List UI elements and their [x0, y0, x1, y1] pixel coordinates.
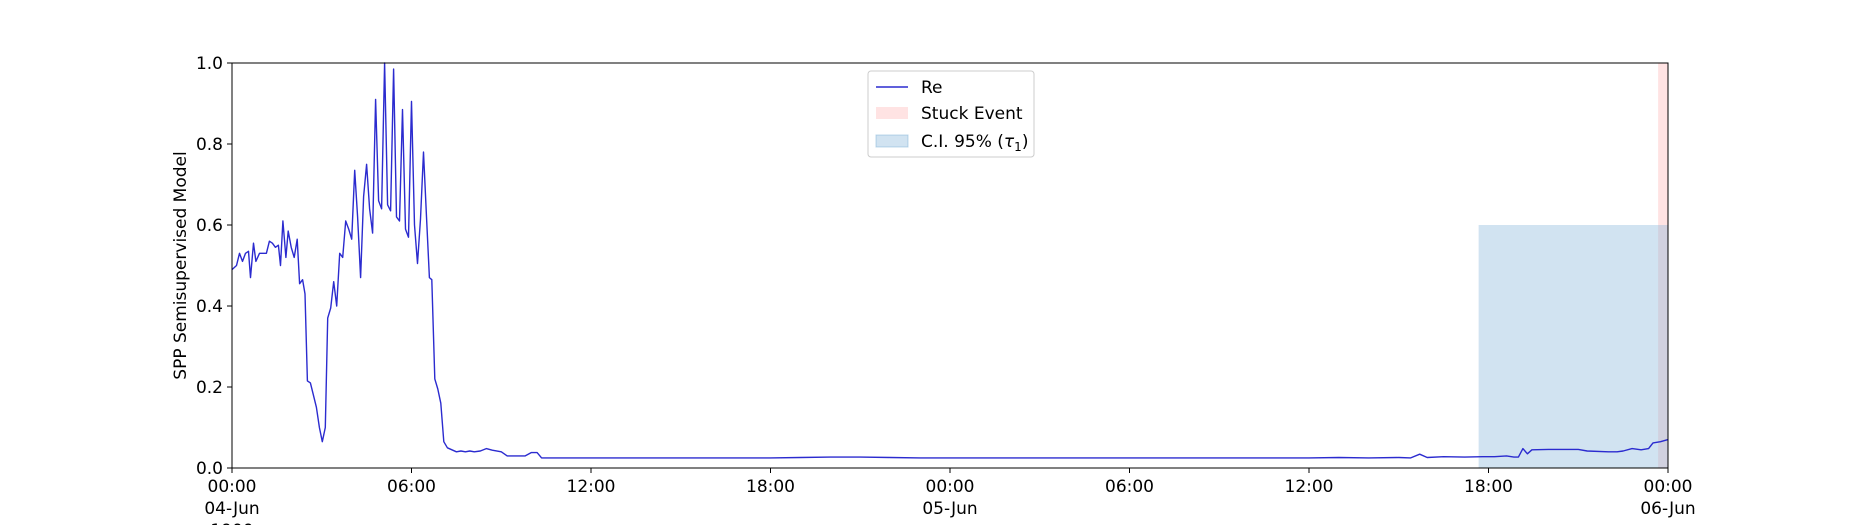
- x-tick-label: 18:00: [746, 477, 795, 497]
- x-tick-label: 00:00: [1644, 477, 1693, 497]
- y-tick-label: 0.8: [196, 135, 223, 155]
- legend-label-stuck-event: Stuck Event: [921, 104, 1023, 124]
- legend-label-re: Re: [921, 78, 943, 98]
- x-tick-label: 04-Jun: [204, 499, 259, 519]
- x-tick-label: 1900: [210, 521, 253, 525]
- x-tick-label: 12:00: [567, 477, 616, 497]
- y-tick-label: 1.0: [196, 54, 223, 74]
- legend-label-ci: C.I. 95% (τ1): [921, 132, 1028, 154]
- y-tick-label: 0.0: [196, 459, 223, 479]
- x-tick-label: 06:00: [387, 477, 436, 497]
- legend-swatch-stuck-event: [876, 107, 908, 119]
- y-tick-label: 0.4: [196, 297, 223, 317]
- shaded-regions: [1479, 63, 1668, 468]
- x-tick-label: 00:00: [208, 477, 257, 497]
- region-c-i-95-1: [1479, 225, 1668, 468]
- x-tick-label: 12:00: [1285, 477, 1334, 497]
- y-axis-label: SPP Semisupervised Model: [171, 151, 191, 379]
- x-tick-label: 05-Jun: [922, 499, 977, 519]
- legend-swatch-ci: [876, 135, 908, 147]
- x-tick-label: 06:00: [1105, 477, 1154, 497]
- legend: Re Stuck Event C.I. 95% (τ1): [868, 71, 1034, 157]
- x-tick-label: 00:00: [926, 477, 975, 497]
- x-tick-label: 18:00: [1464, 477, 1513, 497]
- x-tick-label: 06-Jun: [1640, 499, 1695, 519]
- y-tick-label: 0.2: [196, 378, 223, 398]
- y-tick-label: 0.6: [196, 216, 223, 236]
